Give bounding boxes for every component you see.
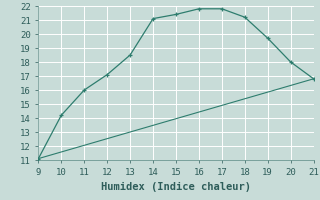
X-axis label: Humidex (Indice chaleur): Humidex (Indice chaleur)	[101, 182, 251, 192]
